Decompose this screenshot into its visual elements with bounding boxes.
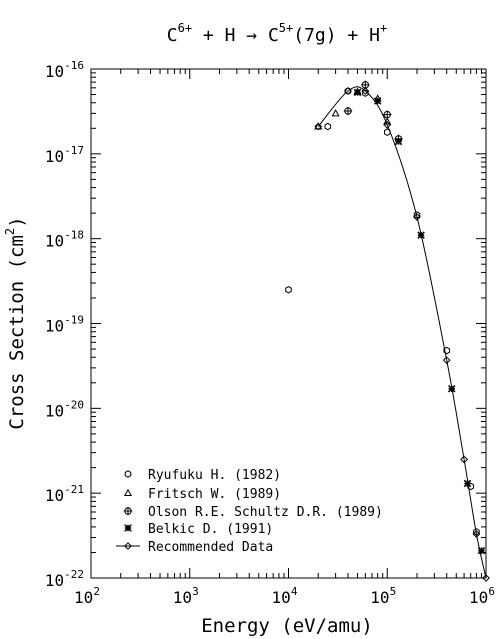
- legend: Ryufuku H. (1982) Fritsch W. (1989) Olson …: [116, 468, 383, 555]
- x-tick-label: 106: [469, 585, 495, 607]
- legend-entry: Fritsch W. (1989): [123, 487, 281, 502]
- data-point-diamond: [383, 120, 392, 129]
- x-tick-label: 102: [74, 585, 100, 607]
- legend-marker-plus-circle: [123, 506, 133, 516]
- legend-marker-asterisk: [124, 524, 132, 532]
- data-point-diamond: [413, 213, 421, 221]
- legend-entry: Belkic D. (1991): [124, 522, 273, 537]
- data-point-diamond: [472, 530, 481, 538]
- x-tick-label: 103: [173, 585, 199, 607]
- x-tick-label: 105: [370, 585, 396, 607]
- data-point-plus-circle: [383, 110, 392, 119]
- data-point-diamond: [482, 574, 490, 582]
- y-tick-label: 10-18: [45, 229, 84, 251]
- data-point-plus-circle: [343, 106, 353, 116]
- data-point-diamond: [314, 122, 323, 131]
- data-point-asterisk: [353, 88, 362, 97]
- data-point-hexagon: [383, 128, 391, 136]
- data-point-hexagon: [285, 285, 292, 294]
- legend-label: Recommended Data: [148, 540, 273, 555]
- data-point-hexagon: [443, 346, 450, 355]
- legend-marker-hexagon: [124, 470, 132, 478]
- data-point-asterisk: [373, 97, 382, 105]
- legend-marker-diamond: [124, 542, 132, 550]
- data-point-asterisk: [447, 385, 456, 393]
- data-point-asterisk: [394, 137, 403, 146]
- x-axis-label: Energy (eV/amu): [201, 615, 373, 637]
- x-tick-label: 104: [272, 585, 298, 607]
- data-point-hexagon: [413, 211, 421, 219]
- legend-marker-triangle: [123, 488, 133, 497]
- legend-entry: Recommended Data: [116, 540, 273, 555]
- y-tick-label: 10-20: [45, 398, 84, 420]
- legend-entry: Ryufuku H. (1982): [124, 468, 281, 483]
- y-tick-label: 10-17: [45, 144, 84, 166]
- legend-label: Fritsch W. (1989): [148, 487, 281, 502]
- legend-entry: Olson R.E. Schultz D.R. (1989): [123, 505, 383, 520]
- y-tick-label: 10-21: [45, 483, 84, 505]
- chart-title: C6+ + H → C5+(7g) + H+: [167, 21, 387, 46]
- legend-label: Olson R.E. Schultz D.R. (1989): [148, 505, 383, 520]
- series-line-recommended: [317, 86, 487, 579]
- data-point-diamond: [442, 356, 451, 365]
- legend-label: Belkic D. (1991): [148, 522, 273, 537]
- data-point-hexagon: [473, 528, 480, 536]
- data-point-asterisk: [417, 231, 425, 239]
- data-point-diamond: [460, 455, 468, 464]
- data-point-asterisk: [477, 546, 486, 555]
- legend-label: Ryufuku H. (1982): [148, 468, 281, 483]
- data-point-triangle: [383, 117, 392, 125]
- data-point-asterisk: [463, 479, 472, 488]
- y-tick-label: 10-22: [45, 568, 84, 590]
- data-point-diamond: [344, 87, 352, 95]
- data-point-triangle: [331, 109, 340, 117]
- y-axis-label: Cross Section (cm2): [3, 216, 28, 429]
- y-tick-label: 10-19: [45, 314, 84, 336]
- data-point-hexagon: [324, 122, 332, 131]
- data-point-diamond: [361, 87, 370, 95]
- y-tick-label: 10-16: [45, 59, 84, 81]
